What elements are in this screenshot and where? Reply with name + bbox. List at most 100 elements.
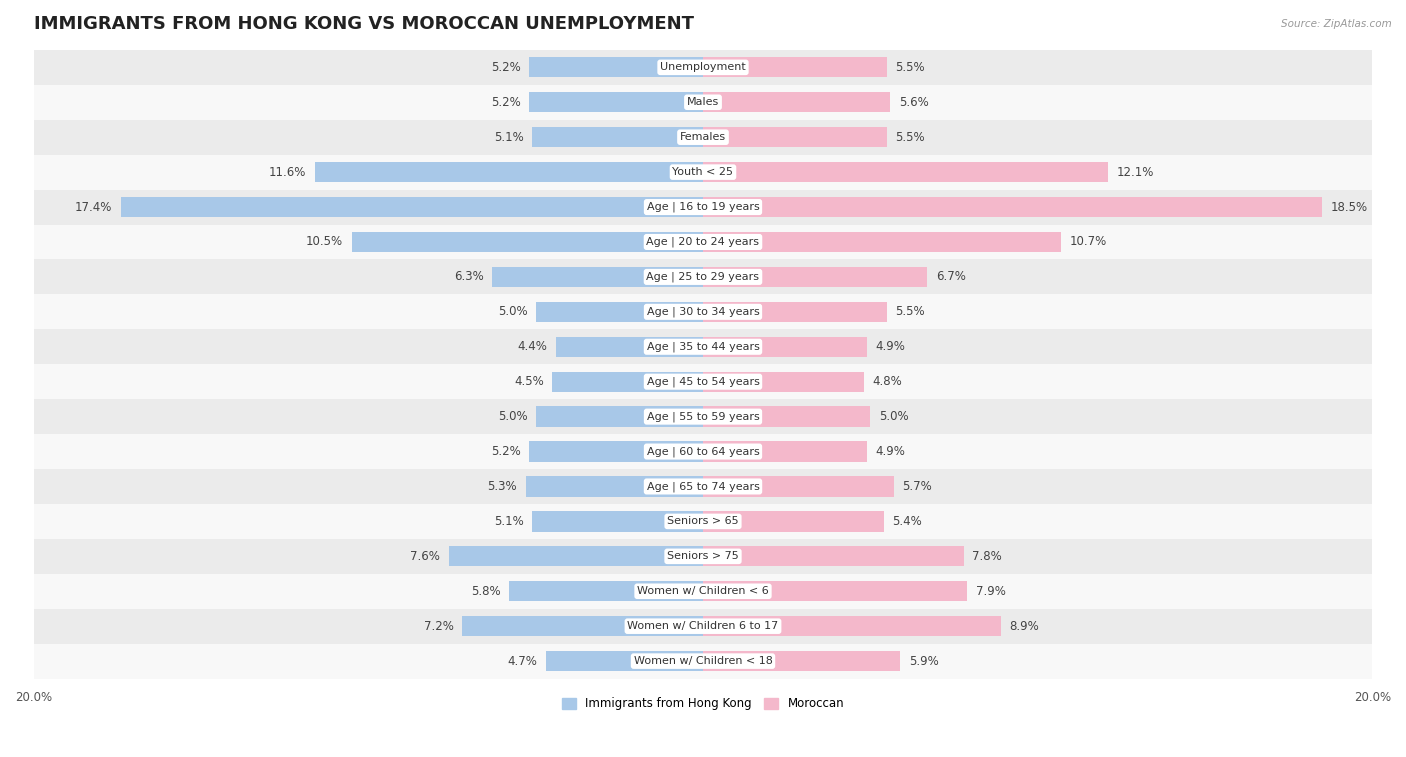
Bar bbox=[449, 547, 703, 566]
Text: 4.9%: 4.9% bbox=[876, 340, 905, 354]
Bar bbox=[703, 92, 890, 112]
Text: 6.3%: 6.3% bbox=[454, 270, 484, 283]
Text: 10.5%: 10.5% bbox=[307, 235, 343, 248]
Text: 7.8%: 7.8% bbox=[973, 550, 1002, 563]
Bar bbox=[121, 197, 703, 217]
Text: 8.9%: 8.9% bbox=[1010, 620, 1039, 633]
Text: Seniors > 65: Seniors > 65 bbox=[668, 516, 738, 526]
Bar bbox=[529, 58, 703, 77]
Bar bbox=[34, 154, 1372, 189]
Bar bbox=[553, 372, 703, 392]
Bar bbox=[536, 407, 703, 427]
Bar bbox=[463, 616, 703, 637]
Text: 5.6%: 5.6% bbox=[898, 96, 928, 109]
Text: 11.6%: 11.6% bbox=[269, 166, 307, 179]
Bar bbox=[703, 372, 863, 392]
Text: Age | 45 to 54 years: Age | 45 to 54 years bbox=[647, 376, 759, 387]
Text: 5.2%: 5.2% bbox=[491, 445, 520, 458]
Text: 5.1%: 5.1% bbox=[494, 131, 524, 144]
Text: 4.9%: 4.9% bbox=[876, 445, 905, 458]
Text: Seniors > 75: Seniors > 75 bbox=[666, 551, 740, 562]
Bar bbox=[34, 643, 1372, 678]
Bar bbox=[703, 581, 967, 601]
Bar bbox=[703, 407, 870, 427]
Bar bbox=[34, 504, 1372, 539]
Legend: Immigrants from Hong Kong, Moroccan: Immigrants from Hong Kong, Moroccan bbox=[557, 693, 849, 715]
Text: 5.5%: 5.5% bbox=[896, 305, 925, 319]
Text: 5.4%: 5.4% bbox=[893, 515, 922, 528]
Text: Females: Females bbox=[681, 132, 725, 142]
Bar bbox=[703, 337, 868, 357]
Bar bbox=[34, 574, 1372, 609]
Text: 7.9%: 7.9% bbox=[976, 584, 1005, 598]
Text: 5.5%: 5.5% bbox=[896, 61, 925, 74]
Bar bbox=[533, 511, 703, 531]
Bar bbox=[34, 225, 1372, 260]
Text: 5.0%: 5.0% bbox=[498, 305, 527, 319]
Text: 18.5%: 18.5% bbox=[1330, 201, 1368, 213]
Text: Women w/ Children < 6: Women w/ Children < 6 bbox=[637, 586, 769, 597]
Text: 6.7%: 6.7% bbox=[935, 270, 966, 283]
Text: Age | 25 to 29 years: Age | 25 to 29 years bbox=[647, 272, 759, 282]
Bar bbox=[703, 162, 1108, 182]
Bar bbox=[34, 50, 1372, 85]
Bar bbox=[703, 651, 900, 671]
Text: 5.0%: 5.0% bbox=[498, 410, 527, 423]
Text: 5.0%: 5.0% bbox=[879, 410, 908, 423]
Text: Age | 65 to 74 years: Age | 65 to 74 years bbox=[647, 481, 759, 492]
Text: Age | 20 to 24 years: Age | 20 to 24 years bbox=[647, 237, 759, 248]
Text: 5.2%: 5.2% bbox=[491, 61, 520, 74]
Bar bbox=[526, 476, 703, 497]
Text: Age | 30 to 34 years: Age | 30 to 34 years bbox=[647, 307, 759, 317]
Bar bbox=[34, 294, 1372, 329]
Bar bbox=[703, 547, 965, 566]
Bar bbox=[546, 651, 703, 671]
Text: 5.3%: 5.3% bbox=[488, 480, 517, 493]
Text: IMMIGRANTS FROM HONG KONG VS MOROCCAN UNEMPLOYMENT: IMMIGRANTS FROM HONG KONG VS MOROCCAN UN… bbox=[34, 15, 693, 33]
Text: 4.5%: 4.5% bbox=[515, 375, 544, 388]
Text: Age | 16 to 19 years: Age | 16 to 19 years bbox=[647, 202, 759, 212]
Text: 5.8%: 5.8% bbox=[471, 584, 501, 598]
Bar bbox=[34, 260, 1372, 294]
Bar bbox=[34, 469, 1372, 504]
Bar bbox=[703, 441, 868, 462]
Text: 7.2%: 7.2% bbox=[423, 620, 454, 633]
Bar bbox=[315, 162, 703, 182]
Bar bbox=[703, 127, 887, 148]
Bar bbox=[529, 441, 703, 462]
Text: Unemployment: Unemployment bbox=[661, 62, 745, 73]
Bar bbox=[34, 539, 1372, 574]
Bar bbox=[703, 511, 884, 531]
Text: Age | 35 to 44 years: Age | 35 to 44 years bbox=[647, 341, 759, 352]
Bar bbox=[34, 399, 1372, 434]
Bar bbox=[703, 476, 894, 497]
Text: 17.4%: 17.4% bbox=[75, 201, 112, 213]
Bar bbox=[529, 92, 703, 112]
Text: Males: Males bbox=[688, 97, 718, 107]
Bar bbox=[703, 197, 1322, 217]
Bar bbox=[533, 127, 703, 148]
Text: 5.9%: 5.9% bbox=[908, 655, 939, 668]
Bar bbox=[34, 434, 1372, 469]
Text: 7.6%: 7.6% bbox=[411, 550, 440, 563]
Text: Youth < 25: Youth < 25 bbox=[672, 167, 734, 177]
Bar bbox=[703, 266, 928, 287]
Text: 5.1%: 5.1% bbox=[494, 515, 524, 528]
Text: 5.2%: 5.2% bbox=[491, 96, 520, 109]
Bar bbox=[509, 581, 703, 601]
Bar bbox=[555, 337, 703, 357]
Bar bbox=[34, 120, 1372, 154]
Bar bbox=[34, 189, 1372, 225]
Bar bbox=[703, 616, 1001, 637]
Bar bbox=[703, 302, 887, 322]
Text: Women w/ Children < 18: Women w/ Children < 18 bbox=[634, 656, 772, 666]
Bar bbox=[703, 232, 1062, 252]
Text: Age | 55 to 59 years: Age | 55 to 59 years bbox=[647, 411, 759, 422]
Text: 5.5%: 5.5% bbox=[896, 131, 925, 144]
Bar bbox=[536, 302, 703, 322]
Text: 4.4%: 4.4% bbox=[517, 340, 547, 354]
Bar bbox=[352, 232, 703, 252]
Text: 4.7%: 4.7% bbox=[508, 655, 537, 668]
Bar bbox=[492, 266, 703, 287]
Bar bbox=[34, 329, 1372, 364]
